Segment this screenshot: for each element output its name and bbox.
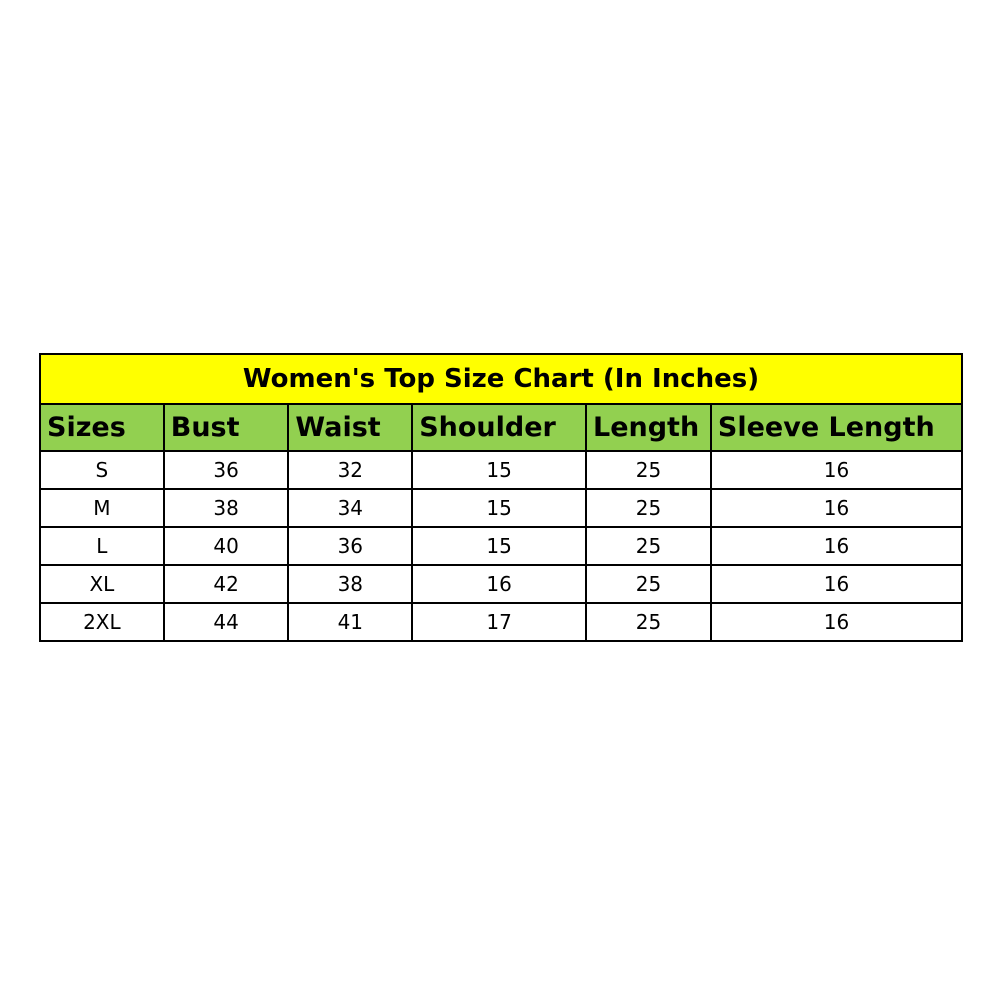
table-cell: 40 <box>162 526 290 566</box>
table-cell: 36 <box>287 526 414 566</box>
table-cell: M <box>39 488 165 528</box>
table-cell: 38 <box>287 564 414 604</box>
table-cell: 25 <box>584 450 712 490</box>
table-cell: 41 <box>287 602 414 642</box>
table-row: XL 42 38 16 25 16 <box>39 564 964 604</box>
table-cell: S <box>39 450 165 490</box>
table-cell: 25 <box>584 526 712 566</box>
table-cell: 16 <box>709 488 964 528</box>
column-header: Bust <box>162 403 290 452</box>
table-cell: 44 <box>162 602 290 642</box>
table-cell: 15 <box>411 526 587 566</box>
table-cell: 15 <box>411 488 587 528</box>
table-cell: 38 <box>162 488 290 528</box>
table-cell: 16 <box>709 602 964 642</box>
table-cell: 42 <box>162 564 290 604</box>
column-header: Sleeve Length <box>709 403 964 452</box>
table-cell: 25 <box>584 602 712 642</box>
table-cell: L <box>39 526 165 566</box>
column-header: Length <box>584 403 712 452</box>
table-cell: 36 <box>162 450 290 490</box>
table-cell: 15 <box>411 450 587 490</box>
table-cell: 16 <box>411 564 587 604</box>
column-header: Waist <box>287 403 414 452</box>
table-row: 2XL 44 41 17 25 16 <box>39 602 964 642</box>
table-cell: XL <box>39 564 165 604</box>
column-header: Sizes <box>39 403 165 452</box>
table-cell: 17 <box>411 602 587 642</box>
title-row: Women's Top Size Chart (In Inches) <box>39 353 963 405</box>
table-cell: 16 <box>709 564 964 604</box>
table-cell: 32 <box>287 450 414 490</box>
table-row: M 38 34 15 25 16 <box>39 488 964 528</box>
table-row: L 40 36 15 25 16 <box>39 526 964 566</box>
table-cell: 25 <box>584 488 712 528</box>
table-cell: 16 <box>709 450 964 490</box>
table-cell: 34 <box>287 488 414 528</box>
table-title: Women's Top Size Chart (In Inches) <box>39 353 963 405</box>
column-header: Shoulder <box>411 403 587 452</box>
table-cell: 16 <box>709 526 964 566</box>
table-cell: 25 <box>584 564 712 604</box>
header-row: Sizes Bust Waist Shoulder Length Sleeve Lengt… <box>39 403 964 452</box>
size-chart-table: Women's Top Size Chart (In Inches) Sizes… <box>39 353 964 642</box>
table-cell: 2XL <box>39 602 165 642</box>
table-row: S 36 32 15 25 16 <box>39 450 964 490</box>
